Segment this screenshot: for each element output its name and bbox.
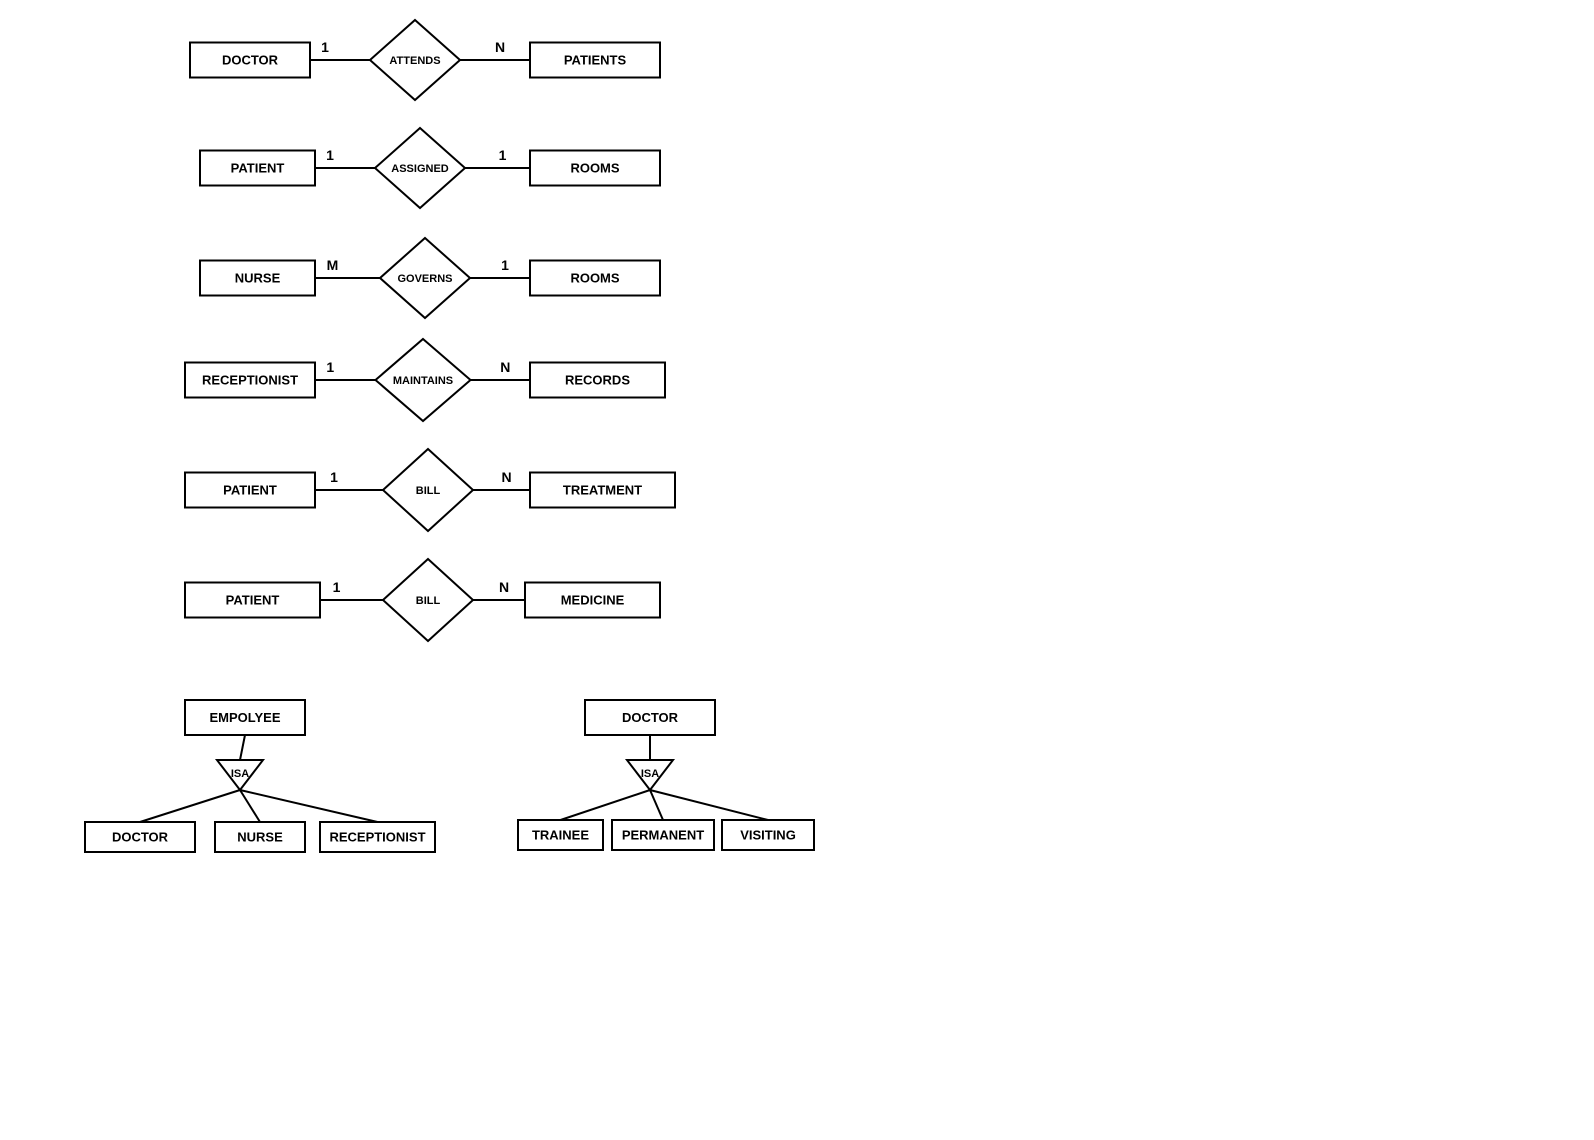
entity-permanent-h1-c1: PERMANENT xyxy=(612,820,714,850)
cardinality-label: N xyxy=(500,359,510,375)
relationship-assigned-1-label: ASSIGNED xyxy=(391,163,449,175)
entity-doctor-h1-label: DOCTOR xyxy=(622,710,679,725)
cardinality-label: 1 xyxy=(501,257,509,273)
entity-records-3: RECORDS xyxy=(530,363,665,398)
edge xyxy=(561,790,651,820)
entity-receptionist-3: RECEPTIONIST xyxy=(185,363,315,398)
entity-permanent-h1-c1-label: PERMANENT xyxy=(622,827,704,842)
relationship-governs-2-label: GOVERNS xyxy=(397,273,452,285)
entity-medicine-5-label: MEDICINE xyxy=(561,592,625,607)
entity-nurse-h0-c1-label: NURSE xyxy=(237,829,283,844)
cardinality-label: M xyxy=(327,257,339,273)
edge xyxy=(240,790,378,822)
entity-patient-5: PATIENT xyxy=(185,583,320,618)
entity-patient-1-label: PATIENT xyxy=(231,160,285,175)
entity-empolyee-h0-label: EMPOLYEE xyxy=(209,710,280,725)
cardinality-label: 1 xyxy=(326,359,334,375)
edge xyxy=(140,790,240,822)
entity-patients-0-label: PATIENTS xyxy=(564,52,627,67)
isa-triangle-0: ISA xyxy=(217,760,263,790)
entity-treatment-4: TREATMENT xyxy=(530,473,675,508)
entity-medicine-5: MEDICINE xyxy=(525,583,660,618)
entity-doctor-h0-c0-label: DOCTOR xyxy=(112,829,169,844)
er-diagram: DOCTOR PATIENTS ATTENDS 1 N PATIENT ROOMS ASSIG… xyxy=(0,0,1594,1140)
edge xyxy=(240,735,245,760)
relationship-assigned-1: ASSIGNED xyxy=(375,128,465,208)
relationship-governs-2: GOVERNS xyxy=(380,238,470,318)
cardinality-label: 1 xyxy=(321,39,329,55)
relationship-bill-5-label: BILL xyxy=(416,595,441,607)
entity-receptionist-3-label: RECEPTIONIST xyxy=(202,372,298,387)
cardinality-label: N xyxy=(499,579,509,595)
entity-rooms-2: ROOMS xyxy=(530,261,660,296)
entity-nurse-h0-c1: NURSE xyxy=(215,822,305,852)
cardinality-label: N xyxy=(495,39,505,55)
cardinality-label: 1 xyxy=(333,579,341,595)
relationship-attends-0-label: ATTENDS xyxy=(389,55,440,67)
relationship-maintains-3: MAINTAINS xyxy=(376,339,471,421)
relationship-attends-0: ATTENDS xyxy=(370,20,460,100)
entity-patient-5-label: PATIENT xyxy=(226,592,280,607)
entity-patient-4: PATIENT xyxy=(185,473,315,508)
edge xyxy=(650,790,768,820)
relationship-bill-4-label: BILL xyxy=(416,485,441,497)
entity-rooms-1-label: ROOMS xyxy=(570,160,619,175)
entity-doctor-0-label: DOCTOR xyxy=(222,52,279,67)
entity-receptionist-h0-c2: RECEPTIONIST xyxy=(320,822,435,852)
entity-doctor-0: DOCTOR xyxy=(190,43,310,78)
edge xyxy=(650,790,663,820)
entity-patients-0: PATIENTS xyxy=(530,43,660,78)
entity-nurse-2-label: NURSE xyxy=(235,270,281,285)
relationship-bill-4: BILL xyxy=(383,449,473,531)
cardinality-label: 1 xyxy=(330,469,338,485)
entity-visiting-h1-c2-label: VISITING xyxy=(740,827,796,842)
entity-rooms-2-label: ROOMS xyxy=(570,270,619,285)
isa-label: ISA xyxy=(641,768,659,780)
relationship-bill-5: BILL xyxy=(383,559,473,641)
entity-trainee-h1-c0-label: TRAINEE xyxy=(532,827,589,842)
entity-patient-1: PATIENT xyxy=(200,151,315,186)
entity-treatment-4-label: TREATMENT xyxy=(563,482,642,497)
entity-trainee-h1-c0: TRAINEE xyxy=(518,820,603,850)
entity-doctor-h0-c0: DOCTOR xyxy=(85,822,195,852)
entity-rooms-1: ROOMS xyxy=(530,151,660,186)
entity-records-3-label: RECORDS xyxy=(565,372,630,387)
relationship-maintains-3-label: MAINTAINS xyxy=(393,375,453,387)
entity-visiting-h1-c2: VISITING xyxy=(722,820,814,850)
entity-nurse-2: NURSE xyxy=(200,261,315,296)
isa-label: ISA xyxy=(231,768,249,780)
cardinality-label: 1 xyxy=(326,147,334,163)
entity-doctor-h1: DOCTOR xyxy=(585,700,715,735)
entity-receptionist-h0-c2-label: RECEPTIONIST xyxy=(329,829,425,844)
entity-patient-4-label: PATIENT xyxy=(223,482,277,497)
cardinality-label: 1 xyxy=(499,147,507,163)
entity-empolyee-h0: EMPOLYEE xyxy=(185,700,305,735)
isa-triangle-1: ISA xyxy=(627,760,673,790)
cardinality-label: N xyxy=(501,469,511,485)
